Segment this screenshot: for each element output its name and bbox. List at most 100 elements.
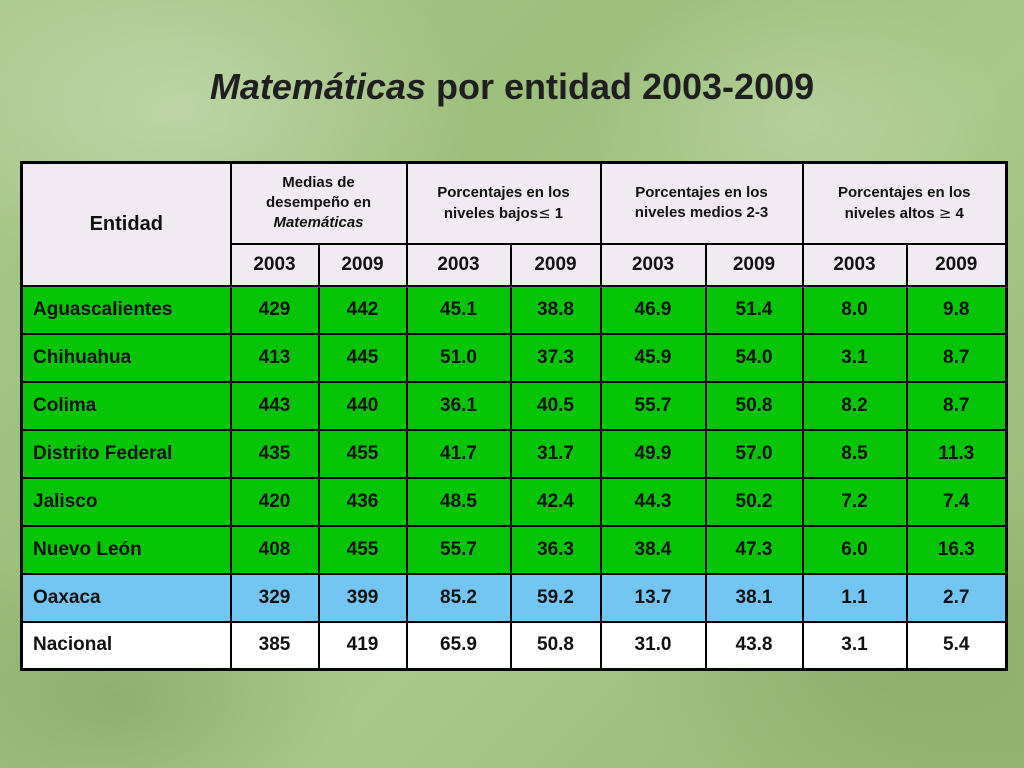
value-cell: 65.9	[405, 620, 512, 671]
title-rest: por entidad 2003-2009	[425, 66, 815, 107]
header-entidad: Entidad	[20, 161, 232, 287]
value-cell: 455	[317, 524, 408, 575]
year-header: 2009	[704, 242, 804, 287]
entidad-cell: Chihuahua	[20, 332, 232, 383]
less-equal-symbol: ≤	[538, 203, 551, 222]
value-cell: 51.0	[405, 332, 512, 383]
value-cell: 47.3	[704, 524, 804, 575]
table-row: Jalisco 420 436 48.5 42.4 44.3 50.2 7.2 7.4	[20, 476, 1008, 527]
value-cell: 436	[317, 476, 408, 527]
value-cell: 1.1	[801, 572, 908, 623]
header-medias-line1: Medias de	[282, 174, 355, 192]
value-cell: 50.2	[704, 476, 804, 527]
value-cell: 420	[229, 476, 320, 527]
header-medios-line1: Porcentajes en los	[635, 184, 768, 202]
page-title: Matemáticas por entidad 2003-2009	[0, 66, 1024, 108]
value-cell: 329	[229, 572, 320, 623]
table-row: Nuevo León 408 455 55.7 36.3 38.4 47.3 6.0 16.3	[20, 524, 1008, 575]
year-header: 2003	[229, 242, 320, 287]
value-cell: 49.9	[599, 428, 707, 479]
value-cell: 385	[229, 620, 320, 671]
value-cell: 40.5	[509, 380, 602, 431]
entidad-cell: Nuevo León	[20, 524, 232, 575]
header-row-groups: Entidad Medias de desempeño en Matemátic…	[20, 161, 1008, 287]
value-cell: 8.2	[801, 380, 908, 431]
value-cell: 44.3	[599, 476, 707, 527]
table-body: Aguascalientes 429 442 45.1 38.8 46.9 51.4 8.0 9…	[20, 284, 1008, 671]
value-cell: 455	[317, 428, 408, 479]
value-cell: 48.5	[405, 476, 512, 527]
header-bajos-value: 1	[550, 204, 564, 222]
value-cell: 31.7	[509, 428, 602, 479]
value-cell: 57.0	[704, 428, 804, 479]
value-cell: 3.1	[801, 332, 908, 383]
header-row-years: 2003 2009 2003 2009 2003 2009 2003 2009	[22, 242, 1008, 287]
value-cell: 37.3	[509, 332, 602, 383]
value-cell: 54.0	[704, 332, 804, 383]
value-cell: 55.7	[599, 380, 707, 431]
entidad-cell: Colima	[20, 380, 232, 431]
value-cell: 36.1	[405, 380, 512, 431]
value-cell: 13.7	[599, 572, 707, 623]
entidad-cell: Aguascalientes	[20, 284, 232, 335]
value-cell: 6.0	[801, 524, 908, 575]
value-cell: 445	[317, 332, 408, 383]
value-cell: 399	[317, 572, 408, 623]
value-cell: 16.3	[905, 524, 1008, 575]
value-cell: 413	[229, 332, 320, 383]
header-altos-line2: niveles altos	[844, 204, 939, 222]
header-medias-line3: Matemáticas	[273, 214, 364, 232]
value-cell: 45.9	[599, 332, 707, 383]
table-row: Colima 443 440 36.1 40.5 55.7 50.8 8.2 8.7	[20, 380, 1008, 431]
value-cell: 435	[229, 428, 320, 479]
header-medias-line2: desempeño en	[265, 194, 372, 212]
value-cell: 7.2	[801, 476, 908, 527]
value-cell: 50.8	[704, 380, 804, 431]
value-cell: 8.5	[801, 428, 908, 479]
results-table: Entidad Medias de desempeño en Matemátic…	[20, 161, 1008, 671]
value-cell: 8.7	[905, 380, 1008, 431]
value-cell: 443	[229, 380, 320, 431]
title-italic: Matemáticas	[209, 66, 426, 107]
table-row: Distrito Federal 435 455 41.7 31.7 49.9 57.0 8.…	[20, 428, 1008, 479]
value-cell: 11.3	[905, 428, 1008, 479]
value-cell: 36.3	[509, 524, 602, 575]
header-medios: Porcentajes en los niveles medios 2-3	[599, 161, 804, 245]
year-header: 2009	[905, 242, 1008, 287]
year-header: 2009	[509, 242, 602, 287]
value-cell: 50.8	[509, 620, 602, 671]
value-cell: 429	[229, 284, 320, 335]
value-cell: 41.7	[405, 428, 512, 479]
value-cell: 7.4	[905, 476, 1008, 527]
entidad-cell: Jalisco	[20, 476, 232, 527]
value-cell: 408	[229, 524, 320, 575]
value-cell: 51.4	[704, 284, 804, 335]
header-bajos-line2: niveles bajos	[443, 204, 539, 222]
table-row: Oaxaca 329 399 85.2 59.2 13.7 38.1 1.1 2.7	[20, 572, 1008, 623]
header-altos: Porcentajes en los niveles altos ≥ 4	[801, 161, 1008, 245]
entidad-cell: Nacional	[20, 620, 232, 671]
value-cell: 38.1	[704, 572, 804, 623]
header-medios-line2: niveles medios 2-3	[634, 204, 769, 222]
value-cell: 59.2	[509, 572, 602, 623]
value-cell: 9.8	[905, 284, 1008, 335]
header-altos-value: 4	[951, 204, 964, 222]
value-cell: 8.0	[801, 284, 908, 335]
value-cell: 442	[317, 284, 408, 335]
entidad-cell: Distrito Federal	[20, 428, 232, 479]
greater-equal-symbol: ≥	[938, 203, 952, 222]
value-cell: 5.4	[905, 620, 1008, 671]
value-cell: 8.7	[905, 332, 1008, 383]
table-row: Aguascalientes 429 442 45.1 38.8 46.9 51.4 8.0 9…	[20, 284, 1008, 335]
value-cell: 38.4	[599, 524, 707, 575]
value-cell: 38.8	[509, 284, 602, 335]
value-cell: 55.7	[405, 524, 512, 575]
year-header: 2003	[599, 242, 707, 287]
entidad-cell: Oaxaca	[20, 572, 232, 623]
value-cell: 3.1	[801, 620, 908, 671]
value-cell: 31.0	[599, 620, 707, 671]
value-cell: 419	[317, 620, 408, 671]
header-altos-line1: Porcentajes en los	[837, 183, 971, 201]
value-cell: 43.8	[704, 620, 804, 671]
value-cell: 42.4	[509, 476, 602, 527]
